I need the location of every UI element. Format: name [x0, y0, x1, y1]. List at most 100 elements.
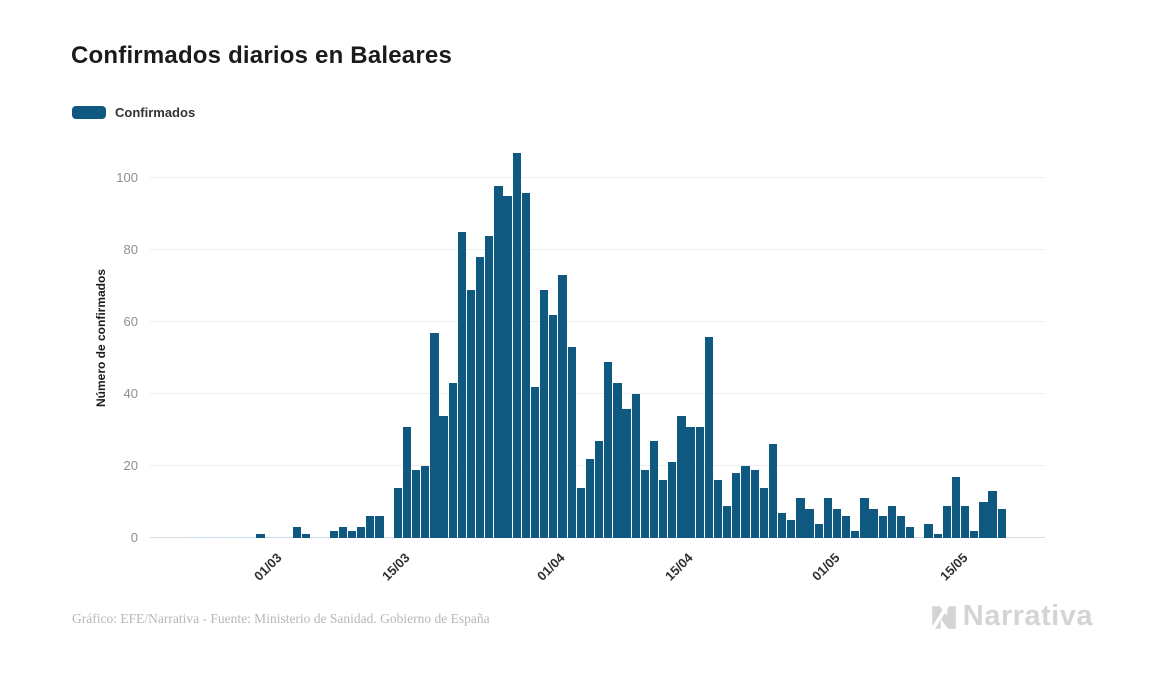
bar: [329, 530, 338, 538]
narrativa-logo: Narrativa: [929, 600, 1093, 633]
chart-title: Confirmados diarios en Baleares: [71, 42, 452, 69]
bar: [256, 534, 265, 538]
bar: [384, 536, 393, 538]
bar: [622, 408, 631, 538]
bar: [979, 502, 988, 538]
bar: [796, 498, 805, 538]
bar: [942, 505, 951, 538]
x-tick-label: 01/03: [250, 550, 285, 584]
bar: [906, 527, 915, 538]
bar: [347, 530, 357, 538]
bar: [741, 466, 750, 538]
x-tick-label: 01/05: [808, 550, 843, 584]
bar: [219, 536, 229, 538]
bar: [311, 536, 320, 538]
bar: [421, 466, 430, 538]
bar: [594, 440, 604, 538]
bar: [613, 383, 622, 538]
bar: [201, 536, 210, 538]
bar: [402, 426, 412, 538]
bar: [878, 516, 887, 538]
bar: [558, 275, 567, 538]
bar: [970, 530, 979, 538]
bar: [393, 487, 402, 538]
bar: [851, 530, 860, 538]
bar: [750, 469, 759, 538]
bar: [860, 498, 869, 538]
bar: [951, 476, 961, 538]
bar: [631, 394, 640, 538]
bar: [228, 536, 238, 538]
bar: [887, 505, 897, 538]
bar: [457, 232, 466, 538]
bar: [713, 480, 723, 538]
bar: [238, 536, 247, 538]
bar: [466, 289, 476, 538]
bar: [283, 536, 293, 538]
bar: [924, 523, 933, 538]
y-tick-label: 60: [123, 314, 138, 330]
bar: [787, 520, 796, 538]
bar: [759, 487, 768, 538]
bar: [896, 516, 906, 538]
bar: [320, 536, 329, 538]
gridline: [150, 321, 1045, 323]
bar: [192, 536, 201, 538]
bar: [933, 534, 942, 538]
bar: [448, 383, 457, 538]
narrativa-n-icon: [930, 602, 956, 631]
bar: [521, 192, 531, 538]
bar: [411, 469, 421, 538]
y-tick-label: 0: [130, 530, 138, 545]
bar: [357, 527, 366, 538]
bar: [869, 509, 878, 538]
bar: [768, 444, 778, 538]
x-tick-label: 15/04: [662, 550, 697, 584]
legend-swatch: [72, 106, 106, 119]
bar: [686, 426, 695, 538]
bar: [247, 536, 256, 538]
bar: [476, 257, 485, 538]
bar: [503, 196, 512, 538]
bar: [668, 462, 677, 538]
bar: [832, 509, 842, 538]
bar: [732, 473, 741, 538]
bar: [265, 536, 274, 538]
bar: [915, 536, 924, 538]
bar: [997, 509, 1006, 538]
bar: [677, 415, 686, 538]
bar: [640, 469, 649, 538]
gridline: [150, 393, 1045, 395]
bar: [183, 536, 192, 538]
bar: [366, 516, 375, 538]
bar: [723, 505, 732, 538]
bar: [530, 386, 540, 538]
bar: [338, 527, 348, 538]
credit-text: Gráfico: EFE/Narrativa - Fuente: Ministe…: [72, 611, 490, 626]
y-tick-label: 20: [123, 458, 138, 474]
bar: [960, 505, 970, 538]
bar: [485, 235, 494, 538]
bar: [814, 523, 823, 538]
bar: [659, 480, 668, 538]
x-tick-label: 01/04: [534, 550, 568, 584]
bar: [512, 153, 521, 538]
legend: Confirmados: [72, 105, 195, 120]
bar: [649, 440, 659, 538]
bar: [988, 491, 997, 538]
bar: [293, 527, 302, 538]
plot-area: 01/03 15/03 01/04 15/04 01/05 15/05: [150, 140, 1045, 584]
bar: [274, 536, 283, 538]
y-tick-label: 100: [116, 170, 138, 186]
bar: [540, 289, 549, 538]
gridline: [150, 177, 1045, 179]
bar: [210, 536, 219, 538]
gridline: [150, 249, 1045, 251]
bar: [302, 534, 311, 538]
bar: [823, 498, 832, 538]
bar: [439, 415, 448, 538]
legend-label: Confirmados: [115, 105, 196, 120]
bar: [704, 336, 714, 538]
bar: [695, 426, 704, 538]
